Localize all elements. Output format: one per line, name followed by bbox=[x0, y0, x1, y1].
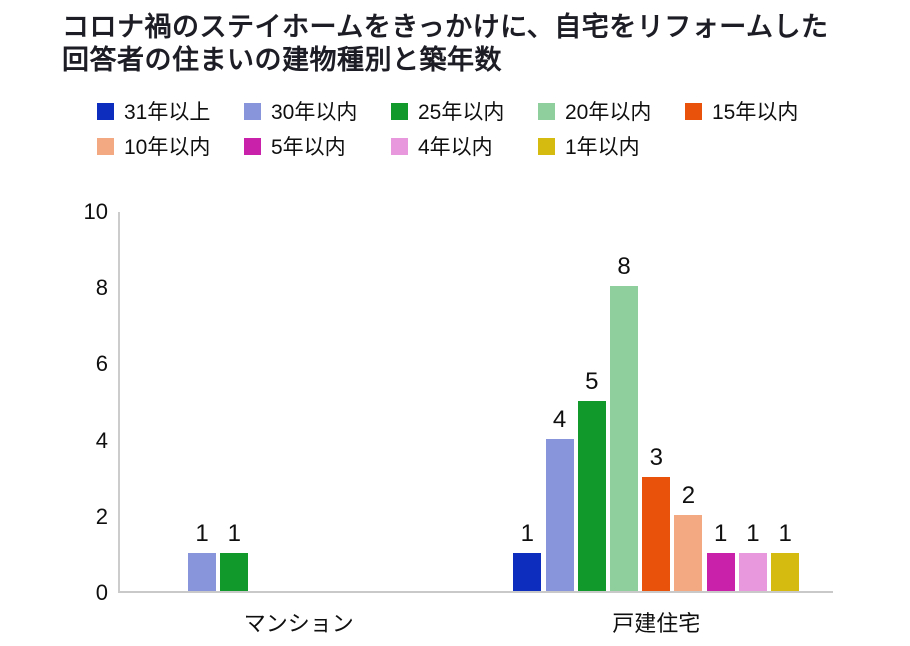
legend-swatch-icon bbox=[244, 102, 261, 120]
y-axis-tick-label: 6 bbox=[95, 351, 108, 377]
legend-label: 20年以内 bbox=[565, 101, 652, 124]
bar-戸建住宅-25年以内: 5 bbox=[577, 368, 606, 591]
bar-value-label: 1 bbox=[227, 519, 241, 547]
legend-label: 10年以内 bbox=[124, 136, 211, 159]
legend-swatch-icon bbox=[391, 102, 408, 120]
bar-value-label: 4 bbox=[552, 405, 567, 433]
y-axis-tick-label: 4 bbox=[95, 427, 108, 453]
legend-label: 31年以上 bbox=[124, 101, 211, 124]
bar-value-label: 1 bbox=[714, 519, 728, 547]
legend-label: 1年以内 bbox=[565, 136, 640, 159]
bar-value-label: 1 bbox=[746, 519, 760, 547]
y-axis-tick-label: 10 bbox=[83, 199, 108, 224]
bar-戸建住宅-30年以内: 4 bbox=[545, 406, 574, 591]
legend-label: 30年以内 bbox=[271, 101, 358, 124]
bar-戸建住宅-31年以上: 1 bbox=[513, 520, 542, 591]
x-axis-category-label: 戸建住宅 bbox=[612, 611, 701, 636]
legend-swatch-icon bbox=[97, 137, 114, 155]
legend-item-5: 10年以内 bbox=[97, 132, 244, 160]
bar-value-label: 2 bbox=[681, 481, 696, 509]
x-axis-category-label: マンション bbox=[243, 611, 354, 636]
legend-item-3: 20年以内 bbox=[538, 97, 685, 125]
plot-area: 0 2 4 6 8 10 1 1 マンション 1 4 5 8 3 2 1 1 1 戸建住宅 bbox=[84, 199, 833, 636]
bar-戸建住宅-1年以内: 1 bbox=[771, 520, 800, 591]
chart-title-line-1: コロナ禍のステイホームをきっかけに、自宅をリフォームした bbox=[62, 12, 829, 42]
bar-戸建住宅-10年以内: 2 bbox=[674, 482, 703, 591]
legend-item-1: 30年以内 bbox=[244, 97, 391, 125]
bar-value-label: 5 bbox=[585, 367, 599, 395]
bar-戸建住宅-20年以内: 8 bbox=[610, 253, 639, 591]
bar-value-label: 1 bbox=[195, 519, 209, 547]
legend-swatch-icon bbox=[538, 102, 555, 120]
legend-item-7: 4年以内 bbox=[391, 132, 538, 160]
bar-value-label: 1 bbox=[778, 519, 792, 547]
bar-戸建住宅-5年以内: 1 bbox=[706, 520, 735, 591]
legend-item-8: 1年以内 bbox=[538, 132, 685, 160]
chart-title: コロナ禍のステイホームをきっかけに、自宅をリフォームした 回答者の住まいの建物種… bbox=[62, 11, 829, 77]
legend-label: 15年以内 bbox=[712, 101, 799, 124]
legend-swatch-icon bbox=[244, 137, 261, 155]
legend-swatch-icon bbox=[685, 102, 702, 120]
legend-item-6: 5年以内 bbox=[244, 132, 391, 160]
legend-swatch-icon bbox=[97, 102, 114, 120]
y-axis-tick-label: 0 bbox=[95, 580, 108, 605]
chart-title-line-2: 回答者の住まいの建物種別と築年数 bbox=[62, 45, 502, 75]
legend-label: 5年以内 bbox=[271, 136, 346, 159]
bar-戸建住宅-4年以内: 1 bbox=[738, 520, 767, 591]
y-axis-tick-label: 8 bbox=[95, 275, 108, 301]
bar-マンション-30年以内: 1 bbox=[188, 520, 217, 591]
legend-item-2: 25年以内 bbox=[391, 97, 538, 125]
legend-item-0: 31年以上 bbox=[97, 97, 244, 125]
bar-value-label: 3 bbox=[649, 443, 663, 471]
legend-item-4: 15年以内 bbox=[685, 97, 832, 125]
legend-label: 4年以内 bbox=[418, 136, 493, 159]
bar-value-label: 1 bbox=[520, 519, 535, 547]
bar-マンション-25年以内: 1 bbox=[220, 520, 249, 591]
bar-戸建住宅-15年以内: 3 bbox=[642, 444, 671, 591]
legend-swatch-icon bbox=[391, 137, 408, 155]
legend-label: 25年以内 bbox=[418, 101, 505, 124]
legend: 31年以上 30年以内 25年以内 20年以内 15年以内 10年以内 5年以内 4年以内 1年… bbox=[97, 97, 839, 167]
legend-swatch-icon bbox=[538, 137, 555, 155]
bar-value-label: 8 bbox=[617, 253, 631, 281]
y-axis-tick-label: 2 bbox=[95, 503, 108, 529]
